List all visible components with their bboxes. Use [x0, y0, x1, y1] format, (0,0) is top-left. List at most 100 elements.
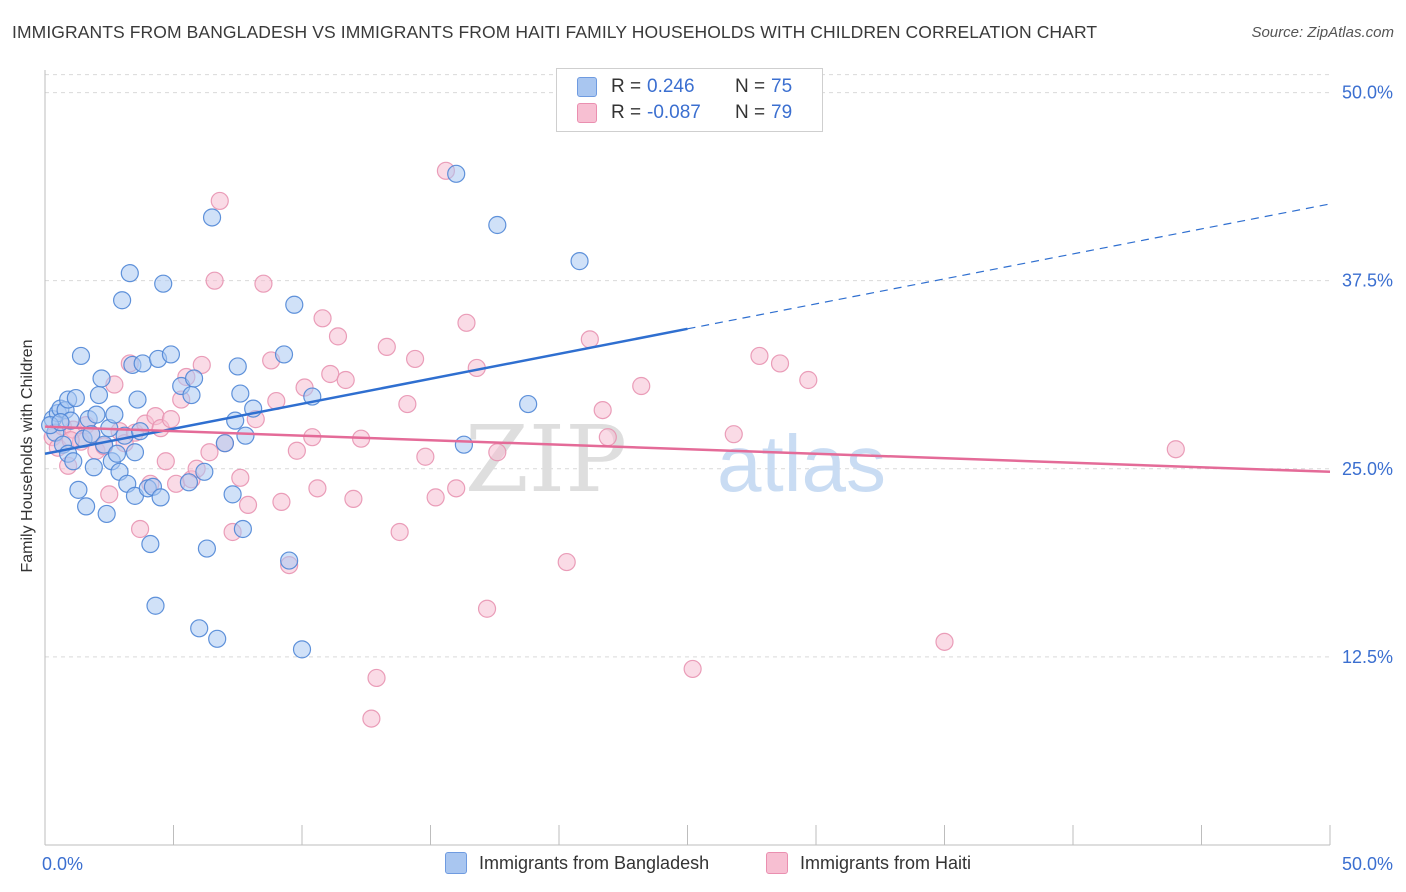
- point-haiti-10: [100, 485, 119, 504]
- point-bangladesh-53: [202, 208, 222, 227]
- chart-title: IMMIGRANTS FROM BANGLADESH VS IMMIGRANTS…: [12, 22, 1098, 42]
- point-haiti-70: [632, 376, 651, 396]
- point-haiti-53: [367, 668, 386, 688]
- legend-row-bangladesh: R = 0.246 N = 75: [577, 75, 792, 99]
- point-bangladesh-22: [97, 504, 116, 524]
- series-legend-haiti: Immigrants from Haiti: [766, 852, 971, 874]
- point-bangladesh-63: [274, 345, 294, 364]
- legend-row-haiti: R = -0.087 N = 79: [577, 101, 792, 125]
- point-haiti-61: [447, 479, 466, 498]
- point-bangladesh-14: [77, 497, 96, 516]
- point-bangladesh-16: [82, 425, 101, 444]
- legend-r-label: R =: [611, 102, 642, 123]
- point-bangladesh-28: [112, 291, 132, 310]
- point-bangladesh-59: [231, 384, 250, 403]
- point-haiti-16: [130, 519, 150, 539]
- point-haiti-37: [254, 274, 273, 293]
- point-bangladesh-45: [161, 345, 181, 364]
- point-bangladesh-31: [120, 264, 139, 283]
- point-haiti-72: [724, 425, 743, 444]
- legend-r-label: R =: [611, 76, 642, 97]
- point-bangladesh-60: [233, 519, 252, 539]
- point-haiti-42: [287, 441, 306, 460]
- point-bangladesh-51: [195, 462, 214, 481]
- watermark-atlas: atlas: [717, 419, 886, 508]
- point-bangladesh-61: [236, 426, 255, 445]
- source-note: Source: ZipAtlas.com: [1251, 24, 1394, 41]
- point-haiti-58: [416, 447, 435, 466]
- trend-line-bangladesh-extension: [687, 203, 1331, 330]
- point-haiti-45: [308, 479, 327, 498]
- legend-n-label: N =: [735, 76, 766, 97]
- point-bangladesh-37: [133, 354, 152, 373]
- point-bangladesh-20: [92, 369, 111, 388]
- point-haiti-55: [390, 522, 409, 542]
- point-bangladesh-10: [66, 388, 85, 408]
- point-haiti-49: [336, 370, 355, 390]
- y-tick-label-3: 50.0%: [1342, 83, 1393, 103]
- point-haiti-22: [161, 410, 181, 429]
- point-bangladesh-72: [570, 252, 589, 271]
- point-haiti-77: [1166, 440, 1185, 459]
- point-bangladesh-19: [89, 385, 109, 405]
- y-tick-label-0: 12.5%: [1342, 647, 1393, 667]
- y-tick-label-2: 37.5%: [1342, 271, 1393, 291]
- point-haiti-76: [935, 632, 954, 651]
- point-haiti-54: [377, 337, 396, 356]
- point-haiti-40: [272, 492, 291, 511]
- point-bangladesh-66: [292, 640, 312, 659]
- point-bangladesh-44: [154, 274, 173, 293]
- point-haiti-71: [683, 659, 702, 679]
- point-bangladesh-26: [107, 444, 127, 463]
- point-bangladesh-11: [69, 480, 88, 499]
- y-tick-label-1: 25.0%: [1342, 459, 1393, 479]
- point-bangladesh-39: [141, 534, 160, 554]
- point-haiti-67: [580, 330, 599, 349]
- point-bangladesh-69: [454, 435, 474, 454]
- point-bangladesh-9: [64, 452, 83, 471]
- point-bangladesh-68: [447, 164, 466, 183]
- point-haiti-47: [321, 364, 340, 384]
- y-axis-label: Family Households with Children: [19, 339, 36, 573]
- point-bangladesh-17: [84, 458, 103, 477]
- point-bangladesh-25: [105, 405, 124, 424]
- x-tick-label-end: 50.0%: [1342, 854, 1393, 874]
- point-bangladesh-47: [179, 473, 199, 492]
- trend-line-bangladesh: [44, 327, 688, 455]
- trend-lines: [44, 203, 1331, 474]
- point-haiti-66: [557, 552, 576, 572]
- point-haiti-62: [457, 313, 476, 332]
- correlation-legend: R = 0.246 N = 75 R = -0.087 N = 79: [556, 68, 823, 132]
- point-haiti-28: [192, 355, 211, 375]
- legend-r-value: -0.087: [647, 102, 701, 123]
- point-bangladesh-49: [184, 369, 204, 388]
- point-bangladesh-18: [87, 405, 106, 424]
- point-haiti-52: [362, 709, 381, 728]
- point-haiti-31: [210, 191, 229, 211]
- point-bangladesh-41: [146, 596, 165, 615]
- series-legend-swatch-haiti: [766, 852, 788, 874]
- point-haiti-74: [770, 354, 790, 373]
- point-haiti-46: [313, 309, 332, 328]
- legend-n-value: 75: [771, 76, 793, 97]
- point-haiti-75: [799, 370, 818, 390]
- legend-swatch-bangladesh: [577, 77, 597, 97]
- point-haiti-21: [156, 452, 175, 471]
- watermark: ZIP atlas: [465, 406, 886, 513]
- point-bangladesh-56: [223, 485, 242, 504]
- series-legend-bangladesh: Immigrants from Bangladesh: [445, 852, 709, 874]
- point-haiti-29: [200, 443, 219, 462]
- point-bangladesh-54: [208, 629, 227, 648]
- points-series-bangladesh: [41, 164, 589, 659]
- point-haiti-34: [231, 468, 250, 487]
- point-haiti-68: [593, 400, 612, 420]
- point-bangladesh-70: [488, 215, 507, 235]
- point-haiti-50: [344, 489, 363, 508]
- tick-labels: 12.5% 25.0% 37.5% 50.0% 0.0% 50.0%: [42, 83, 1393, 874]
- point-bangladesh-64: [280, 551, 299, 570]
- point-bangladesh-65: [285, 295, 304, 314]
- point-haiti-57: [405, 349, 425, 369]
- series-legend-label-bangladesh: Immigrants from Bangladesh: [479, 852, 710, 873]
- point-bangladesh-58: [228, 357, 247, 376]
